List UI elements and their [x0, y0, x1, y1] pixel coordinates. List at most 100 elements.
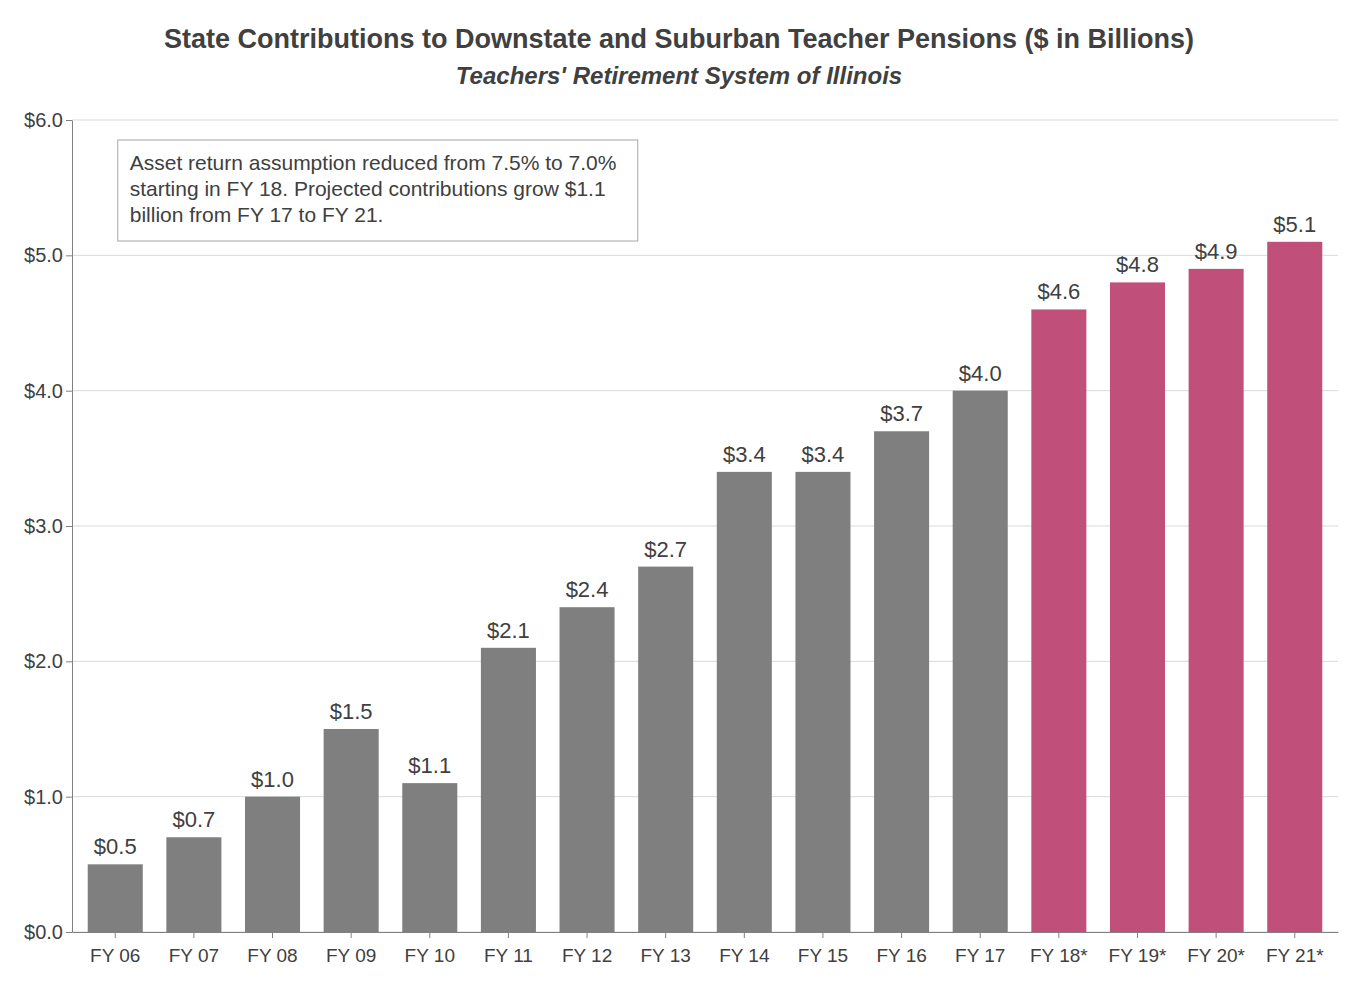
x-tick-mark: [1137, 932, 1138, 938]
y-tick: $0.0: [24, 921, 72, 943]
bars: [88, 242, 1323, 932]
bar: [717, 472, 772, 932]
y-tick-label: $3.0: [24, 515, 63, 537]
data-label: $1.5: [330, 699, 373, 724]
x-tick-mark: [508, 932, 509, 938]
data-label: $1.0: [251, 767, 294, 792]
x-tick-label: FY 06: [90, 945, 140, 966]
x-tick-label: FY 12: [562, 945, 612, 966]
x-tick-mark: [272, 932, 273, 938]
x-tick: FY 19*: [1109, 932, 1167, 966]
bar: [245, 797, 300, 932]
x-tick-mark: [1216, 932, 1217, 938]
bar: [1110, 282, 1165, 932]
bar: [402, 783, 457, 932]
y-tick-label: $5.0: [24, 244, 63, 266]
data-label: $4.0: [959, 361, 1002, 386]
x-tick: FY 17: [955, 932, 1005, 966]
x-tick-label: FY 17: [955, 945, 1005, 966]
y-tick-mark: [66, 526, 72, 527]
y-tick: $2.0: [24, 650, 72, 672]
y-tick-label: $2.0: [24, 650, 63, 672]
x-tick: FY 20*: [1187, 932, 1245, 966]
y-axis: $0.0 $1.0 $2.0 $3.0 $4.0 $5.0 $6.0: [24, 109, 72, 943]
x-tick-label: FY 10: [405, 945, 455, 966]
x-tick-label: FY 11: [484, 945, 533, 966]
x-tick-mark: [115, 932, 116, 938]
x-tick: FY 10: [405, 932, 455, 966]
grid: [72, 120, 1338, 932]
annotation-group: Asset return assumption reduced from 7.5…: [118, 140, 638, 241]
data-label: $3.4: [802, 442, 845, 467]
x-tick-label: FY 16: [876, 945, 926, 966]
x-tick-label: FY 15: [798, 945, 848, 966]
x-tick: FY 13: [641, 932, 691, 966]
bar: [481, 648, 536, 932]
data-label: $0.5: [94, 834, 137, 859]
x-tick-mark: [1294, 932, 1295, 938]
x-tick-mark: [351, 932, 352, 938]
bar: [874, 431, 929, 932]
x-tick: FY 18*: [1030, 932, 1088, 966]
y-tick-label: $0.0: [24, 921, 63, 943]
x-tick-label: FY 09: [326, 945, 376, 966]
y-tick-mark: [66, 255, 72, 256]
bar: [1031, 309, 1086, 932]
annotation-box: [118, 140, 638, 241]
data-label: $3.4: [723, 442, 766, 467]
y-tick: $6.0: [24, 109, 72, 131]
data-label: $2.1: [487, 618, 530, 643]
data-label: $3.7: [880, 401, 923, 426]
chart: State Contributions to Downstate and Sub…: [0, 0, 1358, 1002]
data-label: $5.1: [1273, 212, 1316, 237]
x-tick: FY 11: [484, 932, 533, 966]
bar: [1267, 242, 1322, 932]
x-tick-mark: [822, 932, 823, 938]
data-labels: $0.5$0.7$1.0$1.5$1.1$2.1$2.4$2.7$3.4$3.4…: [94, 212, 1316, 860]
x-tick-mark: [193, 932, 194, 938]
x-axis: FY 06 FY 07 FY 08 FY 09 FY 10 FY 11 FY 12 FY 13…: [73, 932, 1339, 966]
x-tick: FY 16: [876, 932, 926, 966]
subtitle: Teachers' Retirement System of Illinois: [456, 62, 902, 89]
x-tick-label: FY 13: [641, 945, 691, 966]
y-tick-mark: [66, 120, 72, 121]
y-tick: $5.0: [24, 244, 72, 266]
annotation: Asset return assumption reduced from 7.5…: [130, 151, 617, 226]
x-tick-mark: [429, 932, 430, 938]
data-label: $4.9: [1195, 239, 1238, 264]
grid-line: [72, 120, 1338, 121]
y-axis-line: [72, 121, 73, 933]
bar: [638, 567, 693, 932]
x-tick: FY 08: [247, 932, 297, 966]
x-tick-mark: [901, 932, 902, 938]
x-tick-mark: [1058, 932, 1059, 938]
bar: [1189, 269, 1244, 932]
x-tick-mark: [587, 932, 588, 938]
bar: [324, 729, 379, 932]
x-tick: FY 14: [719, 932, 770, 966]
y-tick-label: $4.0: [24, 380, 63, 402]
title: State Contributions to Downstate and Sub…: [164, 24, 1194, 54]
data-label: $2.4: [566, 577, 609, 602]
data-label: $1.1: [408, 753, 451, 778]
x-tick-mark: [744, 932, 745, 938]
plot: $0.0$1.0$2.0$3.0$4.0$5.0$6.0FY 06FY 07FY…: [24, 109, 1338, 966]
x-tick-mark: [665, 932, 666, 938]
bar: [953, 391, 1008, 932]
data-label: $4.6: [1037, 279, 1080, 304]
x-tick: FY 07: [169, 932, 219, 966]
x-tick: FY 06: [90, 932, 140, 966]
x-tick-label: FY 14: [719, 945, 770, 966]
y-tick-mark: [66, 661, 72, 662]
y-tick-mark: [66, 797, 72, 798]
x-tick-label: FY 19*: [1109, 945, 1167, 966]
x-tick: FY 15: [798, 932, 848, 966]
x-tick: FY 12: [562, 932, 612, 966]
x-tick-label: FY 07: [169, 945, 219, 966]
bar: [795, 472, 850, 932]
y-tick: $1.0: [24, 786, 72, 808]
x-tick: FY 21*: [1266, 932, 1324, 966]
bar: [560, 607, 615, 932]
data-label: $2.7: [644, 537, 687, 562]
data-label: $4.8: [1116, 252, 1159, 277]
